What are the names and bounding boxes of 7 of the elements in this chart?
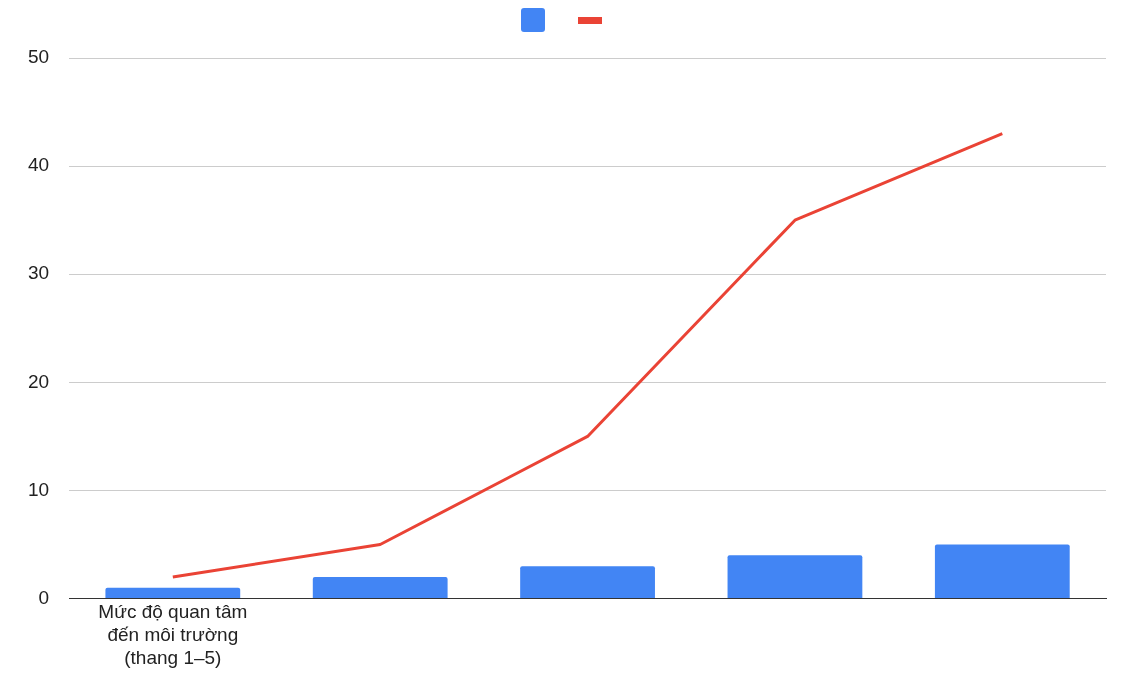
y-tick-label: 0 xyxy=(38,586,50,608)
y-tick-label: 20 xyxy=(27,370,50,392)
x-tick-label: Mức độ quan tâm đến môi trường (thang 1–5) xyxy=(98,601,248,668)
y-tick-label: 10 xyxy=(27,478,50,500)
y-tick-label: 50 xyxy=(27,46,50,68)
y-tick-label: 40 xyxy=(27,154,50,176)
y-tick-label: 30 xyxy=(27,262,50,284)
